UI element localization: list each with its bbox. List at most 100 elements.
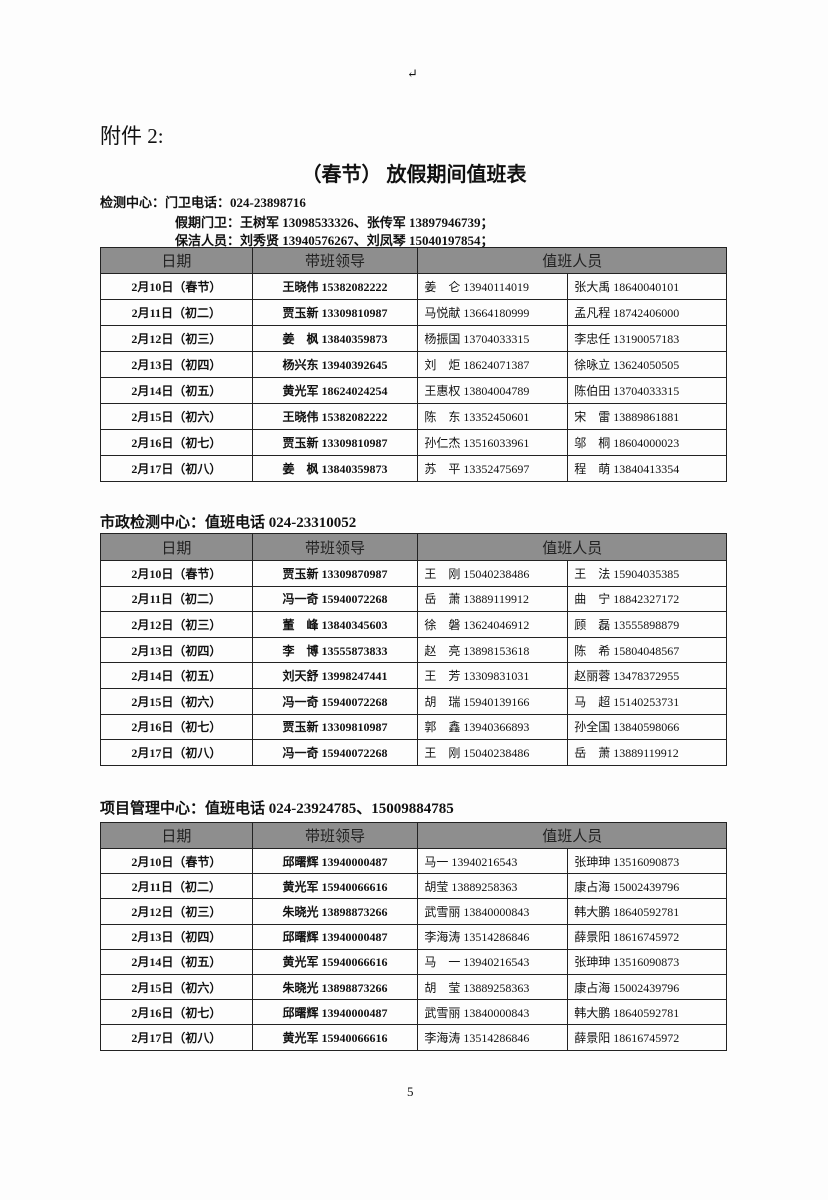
section-line: 项目管理中心：值班电话 024-23924785、15009884785 [100,801,454,817]
cell: 姜 枫 13840359873 [251,325,419,352]
cell: 郭 鑫 13940366893 [417,713,569,741]
cell: 赵 亮 13898153618 [417,636,569,664]
header-cell: 值班人员 [417,533,727,561]
cell: 李海涛 13514286846 [417,923,569,950]
cell: 张大禹 18640040101 [567,273,727,300]
cell: 2月15日（初六） [100,973,253,1001]
duty-table: 日期 带班领导 值班人员 2月10日（春节） 王晓伟 15382082222 姜 仑 13… [100,247,727,482]
cell: 2月16日（初七） [100,429,253,456]
cell: 陈 东 13352450601 [417,403,569,430]
row: 2月17日（初八） 黄光军 15940066616 李海涛 13514286846 薛… [100,1024,727,1051]
cell: 胡 瑞 15940139166 [417,687,569,715]
cell: 王晓伟 15382082222 [251,273,419,300]
row: 2月17日（初八） 冯一奇 15940072268 王 刚 15040238486 岳… [100,739,727,766]
cell: 胡 莹 13889258363 [417,973,569,1001]
cell: 薛景阳 18616745972 [567,923,727,950]
cell: 2月12日（初三） [100,325,253,352]
cell: 李 博 13555873833 [251,636,419,664]
cell: 2月17日（初八） [100,739,253,766]
header-cell: 值班人员 [417,822,727,849]
duty-table: 日期 带班领导 值班人员 2月10日（春节） 贾玉新 13309870987 王 刚 15… [100,533,727,766]
cell: 徐咏立 13624050505 [567,351,727,378]
cell: 武雪丽 13840000843 [417,898,569,925]
cell: 邱曙辉 13940000487 [251,847,419,875]
row: 2月13日（初四）李 博 13555873833 赵 亮 13898153618 陈… [100,636,727,664]
cell: 董 峰 13840345603 [251,611,419,638]
cell: 薛景阳 18616745972 [567,1024,727,1051]
row: 2月14日（初五） 黄光军 18624024254 王惠权 13804004789 陈… [100,377,727,404]
duty-table: 日期 带班领导 值班人员 2月10日（春节） 邱曙辉 13940000487 马一 139… [100,822,727,1051]
header-cell: 带班领导 [251,822,419,849]
cell: 马一 13940216543 [417,847,569,875]
section-line: 假期门卫：王树军 13098533326、张传军 13897946739； [175,215,494,230]
cell: 2月11日（初二） [100,873,253,900]
title: （春节） 放假期间值班表 [301,164,527,186]
page-number: 5 [407,1084,414,1099]
row: 2月13日（初四） 邱曙辉 13940000487 李海涛 13514286846 薛… [100,923,727,950]
cell: 2月14日（初五） [100,662,253,689]
cell: 韩大鹏 18640592781 [567,898,727,925]
cell: 冯一奇 15940072268 [251,687,419,715]
row: 2月17日（初八）姜 枫 13840359873 苏 平 13352475697 程… [100,455,727,482]
cell: 曲 宁 18842327172 [567,585,727,613]
cell: 2月13日（初四） [100,923,253,950]
cell: 2月15日（初六） [100,687,253,715]
cell: 2月13日（初四） [100,351,253,378]
header-cell: 日期 [100,533,253,561]
cell: 王晓伟 15382082222 [251,403,419,430]
row: 2月11日（初二） 贾玉新 13309810987 马悦献 13664180999 孟… [100,299,727,326]
cell: 王 芳 13309831031 [417,662,569,689]
cell: 2月14日（初五） [100,948,253,975]
header-row: 日期 带班领导 值班人员 [100,533,727,561]
header-cell: 带班领导 [251,247,419,274]
cell: 孙仁杰 13516033961 [417,429,569,456]
cell: 邱曙辉 13940000487 [251,999,419,1026]
cell: 刘 炬 18624071387 [417,351,569,378]
row: 2月12日（初三）董 峰 13840345603 徐 磐 13624046912 顾… [100,611,727,638]
cell: 黄光军 15940066616 [251,873,419,900]
cell: 宋 雷 13889861881 [567,403,727,430]
cell: 张珅珅 13516090873 [567,948,727,975]
row: 2月16日（初七） 贾玉新 13309810987 郭 鑫 13940366893 孙… [100,713,727,741]
cell: 陈伯田 13704033315 [567,377,727,404]
cell: 姜 枫 13840359873 [251,455,419,482]
cell: 2月12日（初三） [100,898,253,925]
cell: 朱晓光 13898873266 [251,898,419,925]
row: 2月15日（初六） 冯一奇 15940072268 胡 瑞 15940139166 马… [100,687,727,715]
cell: 2月17日（初八） [100,1024,253,1051]
cell: 岳 萧 13889119912 [567,739,727,766]
attachment-label: 附件 2: [100,124,164,148]
cell: 王 刚 15040238486 [417,560,569,587]
row: 2月11日（初二） 黄光军 15940066616 胡莹 13889258363 康占… [100,873,727,900]
cell: 韩大鹏 18640592781 [567,999,727,1026]
row: 2月10日（春节） 贾玉新 13309870987 王 刚 15040238486 王… [100,560,727,587]
cell: 康占海 15002439796 [567,873,727,900]
row: 2月10日（春节） 王晓伟 15382082222 姜 仑 13940114019 张… [100,273,727,300]
cell: 康占海 15002439796 [567,973,727,1001]
cell: 2月11日（初二） [100,585,253,613]
cell: 赵丽蓉 13478372955 [567,662,727,689]
cell: 姜 仑 13940114019 [417,273,569,300]
cell: 王 刚 15040238486 [417,739,569,766]
cell: 马 超 15140253731 [567,687,727,715]
cell: 孙全国 13840598066 [567,713,727,741]
section-line: 检测中心：门卫电话：024-23898716 [100,195,306,210]
cell: 程 萌 13840413354 [567,455,727,482]
cell: 2月12日（初三） [100,611,253,638]
cell: 朱晓光 13898873266 [251,973,419,1001]
cell: 黄光军 15940066616 [251,948,419,975]
header-cell: 日期 [100,822,253,849]
row: 2月14日（初五） 黄光军 15940066616 马 一 13940216543 张… [100,948,727,975]
cell: 陈 希 15804048567 [567,636,727,664]
section-line: 市政检测中心：值班电话 024-23310052 [100,515,357,531]
cell: 2月13日（初四） [100,636,253,664]
cell: 邬 桐 18604000023 [567,429,727,456]
cell: 2月16日（初七） [100,713,253,741]
cell: 2月10日（春节） [100,847,253,875]
cell: 李忠任 13190057183 [567,325,727,352]
cell: 杨兴东 13940392645 [251,351,419,378]
cell: 马悦献 13664180999 [417,299,569,326]
header-row: 日期 带班领导 值班人员 [100,822,727,849]
row: 2月10日（春节） 邱曙辉 13940000487 马一 13940216543 张珅… [100,847,727,875]
